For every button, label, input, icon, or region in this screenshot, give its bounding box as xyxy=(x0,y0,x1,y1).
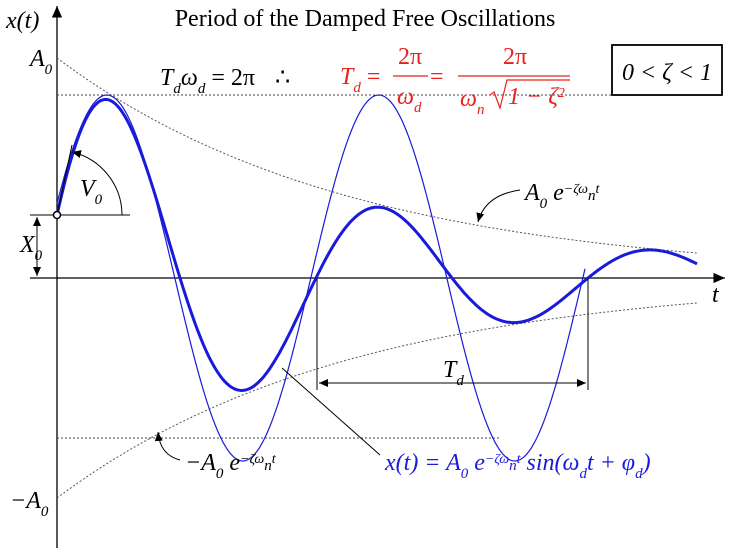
initial-displacement: X0 xyxy=(19,232,43,264)
text: d xyxy=(173,81,181,97)
text: −ζω xyxy=(240,452,264,467)
text: = 2π xyxy=(205,65,255,91)
text: ω xyxy=(181,65,198,91)
text: t + φ xyxy=(587,450,635,476)
text: T xyxy=(160,65,175,91)
amplitude-bottom: −A0 xyxy=(10,488,49,520)
response-formula: x(t) = A0 e−ζωnt sin(ωdt + φd) xyxy=(384,450,651,482)
text: e xyxy=(547,180,564,206)
text: n xyxy=(588,188,596,204)
text: A xyxy=(28,46,45,72)
text: e xyxy=(468,450,485,476)
text: V xyxy=(80,176,97,202)
text: ωd xyxy=(397,84,422,116)
amplitude-top: A0 xyxy=(28,46,53,78)
text: T xyxy=(340,64,355,90)
text: 1 − ζ2 xyxy=(508,84,565,110)
text: e xyxy=(223,450,240,476)
text: 0 xyxy=(45,62,53,78)
period-relation: Tdωd = 2π ∴ xyxy=(160,65,290,97)
text: ∴ xyxy=(275,65,290,91)
text: 2π xyxy=(503,44,527,70)
text: ωn xyxy=(460,86,484,118)
pointer xyxy=(476,189,521,223)
period-formula: Td = 2π ωd = 2π ωn 1 − ζ2 xyxy=(340,44,570,118)
text: ω xyxy=(460,86,477,112)
text: d xyxy=(579,466,587,482)
t-axis-label: t xyxy=(712,282,720,308)
text: = xyxy=(361,64,381,90)
text: ω xyxy=(397,84,414,110)
envelope-lower: −A0 e−ζωnt xyxy=(185,450,277,482)
tangent xyxy=(56,144,73,216)
text: = xyxy=(430,64,444,90)
text: 0 xyxy=(540,196,548,212)
text: d xyxy=(414,100,422,116)
damping-range: 0 < ζ < 1 xyxy=(622,60,712,86)
text: n xyxy=(509,458,517,474)
text: −A xyxy=(10,488,41,514)
text: 2π xyxy=(398,44,422,70)
text: −ζω xyxy=(564,182,588,197)
text: n xyxy=(264,458,272,474)
angle-arc xyxy=(71,150,123,216)
period-label: Td xyxy=(443,357,464,389)
text: 1 − ζ xyxy=(508,84,560,110)
pointer xyxy=(154,431,181,461)
text: t xyxy=(596,182,601,197)
text: 0 xyxy=(461,466,469,482)
text: −A xyxy=(185,450,216,476)
text: d xyxy=(635,466,643,482)
pointer xyxy=(281,367,381,456)
text: d xyxy=(198,81,206,97)
range-box xyxy=(611,44,723,96)
text: d xyxy=(353,80,361,96)
damped-curve xyxy=(55,97,698,393)
text: −ζω xyxy=(485,452,509,467)
curves xyxy=(55,57,698,499)
text: 2 xyxy=(558,86,565,101)
text: X xyxy=(19,232,36,258)
text: Td = xyxy=(340,64,380,96)
text: 0 xyxy=(95,192,103,208)
text: d xyxy=(456,373,464,389)
initial-point xyxy=(52,210,62,220)
text: t xyxy=(517,452,522,467)
text: ) xyxy=(641,450,651,476)
text: t xyxy=(272,452,277,467)
text: A xyxy=(523,180,540,206)
text: x(t) = A xyxy=(384,450,461,476)
text: 0 xyxy=(216,466,224,482)
initial-velocity: V0 xyxy=(80,176,103,208)
text: sin(ω xyxy=(520,450,579,476)
text: T xyxy=(443,357,458,383)
text: 0 xyxy=(41,504,49,520)
title: Period of the Damped Free Oscillations xyxy=(175,6,556,32)
text: n xyxy=(477,102,485,118)
text: 0 xyxy=(35,248,43,264)
y-axis-label: x(t) xyxy=(5,8,39,34)
root-sign xyxy=(489,79,570,111)
envelope-upper: A0 e−ζωnt xyxy=(523,180,601,212)
